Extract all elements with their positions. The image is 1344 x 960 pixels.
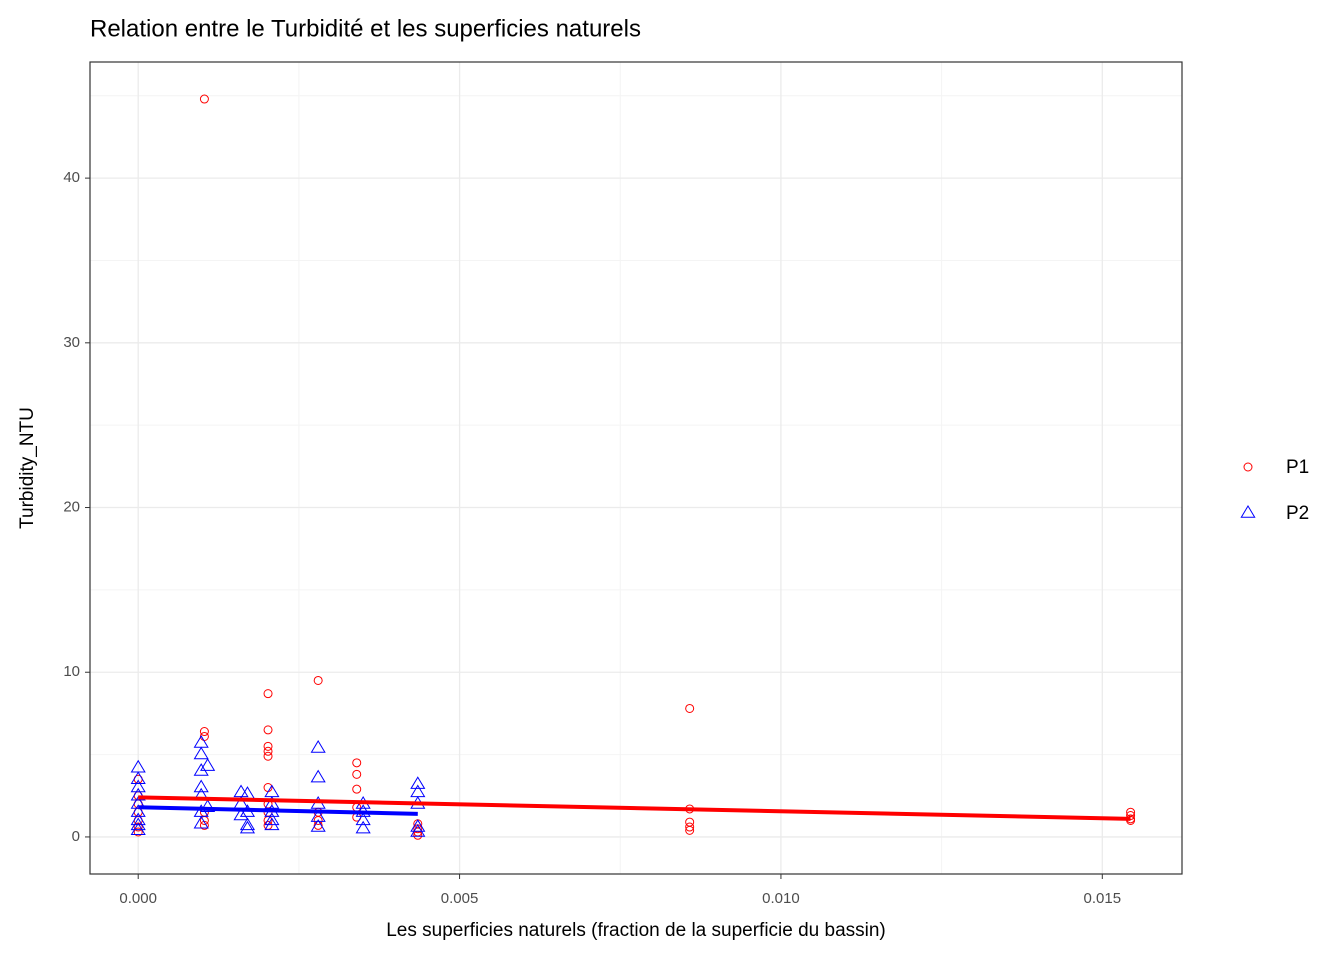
point [263, 689, 273, 699]
point [199, 727, 209, 737]
x-tick-label: 0.000 [119, 890, 157, 907]
point [199, 94, 209, 104]
point [233, 784, 249, 798]
point [130, 822, 146, 836]
point [239, 820, 256, 834]
point [130, 787, 146, 801]
point [239, 817, 256, 831]
legend-symbol [1243, 462, 1253, 472]
point [263, 741, 273, 751]
y-tick-label: 0 [72, 828, 80, 845]
point [263, 725, 273, 735]
legend-symbol [1240, 505, 1256, 518]
point [193, 779, 209, 793]
point [685, 703, 695, 713]
x-tick-label: 0.015 [1084, 890, 1122, 907]
legend-label: P1 [1286, 457, 1309, 478]
y-tick-label: 20 [63, 498, 80, 515]
point [263, 746, 273, 756]
point [193, 815, 209, 829]
point [1126, 811, 1136, 821]
legend-label: P2 [1286, 503, 1309, 524]
x-tick-label: 0.005 [441, 890, 479, 907]
point [264, 812, 280, 826]
point [410, 784, 426, 798]
point [263, 751, 273, 761]
y-tick-label: 40 [63, 169, 80, 186]
point [200, 758, 216, 771]
point [130, 779, 146, 793]
point [313, 675, 323, 685]
x-tick-label: 0.010 [762, 890, 800, 907]
point [685, 822, 695, 832]
point [193, 763, 209, 776]
plot-border [89, 61, 1183, 875]
x-axis-label: Les superficies naturels (fraction de la… [386, 920, 886, 941]
point [310, 819, 326, 832]
point [193, 746, 209, 760]
point [355, 812, 371, 826]
point [130, 804, 146, 817]
point [313, 815, 323, 825]
point [410, 776, 426, 789]
point [264, 796, 280, 809]
y-axis-label: Turbidity_NTU [17, 407, 38, 529]
chart-title: Relation entre le Turbidité et les super… [90, 15, 641, 42]
point [193, 735, 209, 748]
point [410, 819, 426, 832]
point [200, 799, 216, 812]
point [264, 817, 280, 831]
point [352, 758, 362, 768]
point [310, 769, 326, 783]
point [130, 817, 146, 831]
trend-line [138, 805, 418, 816]
point [355, 820, 371, 834]
point [352, 769, 362, 779]
trend-line [138, 795, 1131, 821]
point [233, 807, 249, 821]
y-tick-label: 10 [63, 663, 80, 680]
point [685, 825, 695, 835]
point [133, 827, 143, 837]
point [130, 812, 146, 826]
point [410, 824, 426, 837]
point [310, 740, 326, 753]
point [352, 784, 362, 794]
point [130, 771, 146, 784]
y-tick-label: 30 [63, 334, 80, 351]
point [310, 809, 326, 822]
